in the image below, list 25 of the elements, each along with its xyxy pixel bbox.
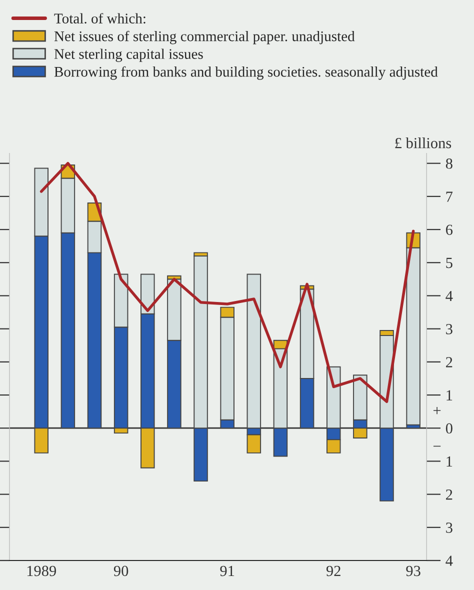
legend-label: Total. of which: <box>54 13 146 24</box>
y-tick-label: 1 <box>446 456 452 467</box>
y-tick-label: 8 <box>446 158 452 169</box>
y-tick-label: 0 <box>446 423 452 434</box>
y-tick-label: 2 <box>446 489 452 500</box>
x-tick-label: 92 <box>326 566 340 576</box>
y-tick-label: 7 <box>446 192 453 202</box>
x-tick-label: 93 <box>406 566 420 576</box>
y-tick-label: 2 <box>446 357 452 368</box>
y-tick-label: 5 <box>446 258 452 268</box>
x-tick-label: 1989 <box>27 566 56 576</box>
legend-label: Borrowing from banks and building societies. seasonally adjusted <box>54 66 438 80</box>
legend-label: Net sterling capital issues <box>54 48 203 62</box>
y-tick-label: 4 <box>446 556 453 566</box>
y-tick-label: 1 <box>446 390 452 400</box>
y-tick-label: 3 <box>446 324 452 334</box>
x-tick-label: 91 <box>220 566 234 576</box>
legend-label: Net issues of sterling commercial paper. unadjusted <box>54 30 355 44</box>
y-tick-label: 6 <box>446 224 453 235</box>
text: + <box>433 406 441 414</box>
y-axis-title: £ billions <box>395 138 452 148</box>
y-tick-label: 4 <box>446 290 453 302</box>
y-tick-label: 3 <box>446 522 452 533</box>
text: − <box>433 446 441 447</box>
x-tick-label: 90 <box>114 566 128 576</box>
